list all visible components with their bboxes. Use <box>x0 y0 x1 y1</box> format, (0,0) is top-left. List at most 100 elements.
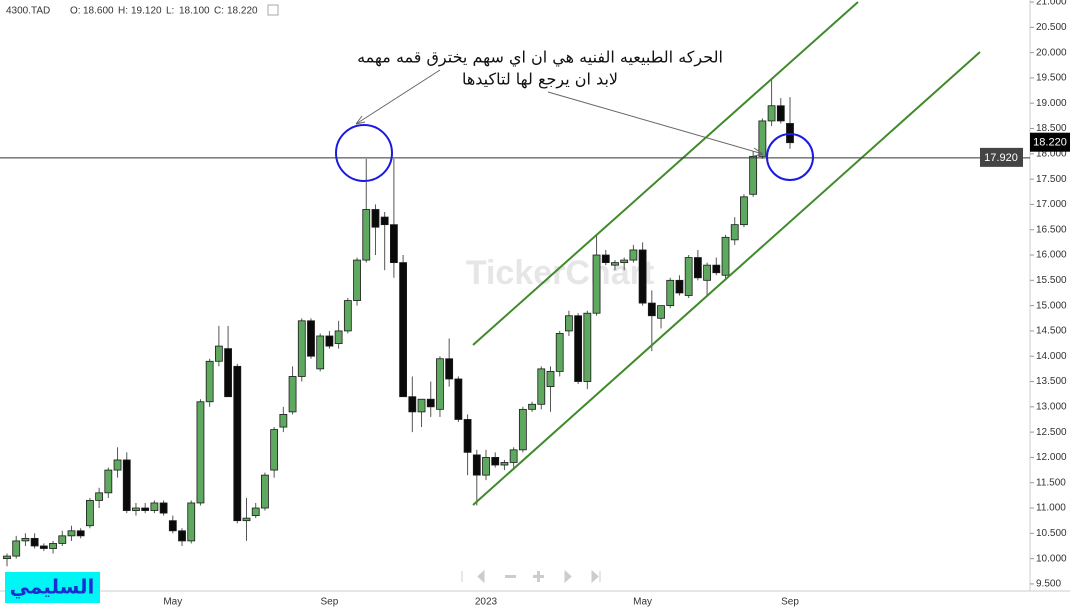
candle-body <box>113 459 122 471</box>
candle-body <box>86 500 94 527</box>
nav-icon[interactable] <box>591 569 601 584</box>
candle-body <box>132 507 140 511</box>
candle-body <box>546 370 555 387</box>
candle-body <box>482 457 490 476</box>
signature-box <box>5 572 100 603</box>
nav-toolbar <box>461 569 601 584</box>
candle-body <box>647 302 656 317</box>
ohlc-name: H: <box>118 6 128 17</box>
candle-body <box>30 537 39 547</box>
candle-body <box>242 517 251 522</box>
candle-body <box>334 330 343 344</box>
candle-body <box>159 502 168 514</box>
header-icon[interactable] <box>267 4 279 16</box>
candle-body <box>703 264 711 281</box>
candle-body <box>251 507 260 517</box>
candle-body <box>399 262 408 398</box>
candle-body <box>555 333 564 372</box>
y-tick-label: 16.000 <box>1036 250 1067 261</box>
nav-icon[interactable] <box>533 571 544 582</box>
candle-body <box>592 254 601 314</box>
x-tick-label: Sep <box>321 597 339 608</box>
candle-body <box>58 535 67 544</box>
candle-body <box>500 462 509 466</box>
ohlc-name: C: <box>214 6 224 17</box>
last-price-label: 18.220 <box>1033 137 1067 149</box>
last-price-box <box>1030 132 1070 152</box>
y-tick-label: 11.000 <box>1036 503 1066 514</box>
candle-body <box>408 396 417 413</box>
y-tick-label: 10.500 <box>1036 528 1067 539</box>
candle-body <box>371 209 380 228</box>
y-tick-label: 20.500 <box>1036 22 1067 33</box>
candle-body <box>620 259 629 264</box>
annotation-text: لابد ان يرجع لها لتاكيدها <box>462 70 618 90</box>
ohlc-value: 18.100 <box>179 6 210 17</box>
candle-body <box>3 555 11 560</box>
candle-body <box>712 264 721 274</box>
y-tick-label: 15.000 <box>1036 300 1067 311</box>
candle-body <box>491 457 500 466</box>
ohlc-value: 19.120 <box>131 6 162 17</box>
candle-body <box>196 401 205 504</box>
ohlc-name: O: <box>70 6 81 17</box>
candle-body <box>611 262 619 266</box>
candle-body <box>675 279 684 294</box>
candle-body <box>362 209 371 261</box>
candle-body <box>657 305 665 319</box>
candle-body <box>297 320 306 377</box>
highlight-circle <box>335 124 393 182</box>
y-tick-label: 18.500 <box>1036 123 1067 134</box>
candle-body <box>270 429 279 471</box>
candle-body <box>187 502 196 542</box>
candle-body <box>601 254 610 264</box>
y-tick-label: 13.000 <box>1036 401 1067 412</box>
ohlc-name: L: <box>166 6 174 17</box>
ohlc-value: 18.220 <box>227 6 258 17</box>
candle-body <box>307 320 315 357</box>
ohlc-value: 18.600 <box>83 6 114 17</box>
candle-body <box>740 196 748 226</box>
x-tick-label: 2023 <box>475 597 498 608</box>
x-tick-label: May <box>163 597 182 608</box>
candle-body <box>95 492 104 501</box>
arrow-head <box>355 115 366 125</box>
nav-icon[interactable] <box>505 575 516 578</box>
candle-body <box>12 540 21 557</box>
candle-body <box>638 249 647 304</box>
candle-body <box>380 216 389 226</box>
candle-body <box>776 105 785 122</box>
candle-body <box>684 257 693 296</box>
candle-body <box>454 378 463 420</box>
nav-icon[interactable] <box>477 569 485 584</box>
x-tick-label: Sep <box>781 597 799 608</box>
annotation-arrow <box>547 91 764 155</box>
candle-body <box>509 449 518 463</box>
candle-body <box>288 376 297 413</box>
candle-body <box>417 398 426 413</box>
y-tick-label: 9.500 <box>1036 579 1061 590</box>
candle-body <box>141 507 150 511</box>
candle-body <box>224 348 232 398</box>
candle-body <box>666 279 675 307</box>
candle-body <box>325 335 334 347</box>
candle-body <box>39 545 48 549</box>
candle-body <box>749 155 758 195</box>
y-tick-label: 15.500 <box>1036 275 1067 286</box>
channel-upper <box>472 1 859 346</box>
highlight-circle <box>766 133 814 181</box>
y-tick-label: 14.000 <box>1036 351 1067 362</box>
candle-body <box>67 530 76 537</box>
nav-icon[interactable] <box>564 569 572 584</box>
candle-body <box>233 365 242 522</box>
channel-lower <box>472 51 981 506</box>
candle-body <box>528 403 536 410</box>
candle-body <box>279 414 288 428</box>
y-tick-label: 21.000 <box>1036 0 1067 8</box>
candle-body <box>463 419 472 453</box>
candle-body <box>721 236 730 276</box>
candle-body <box>21 537 30 542</box>
candle-body <box>629 249 638 261</box>
y-tick-label: 19.000 <box>1036 98 1067 109</box>
